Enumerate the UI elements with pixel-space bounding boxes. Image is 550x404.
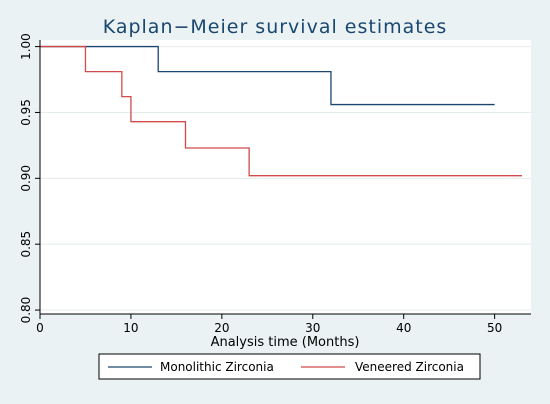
x-axis-label: Analysis time (Months) <box>211 335 360 350</box>
y-axis-ticks: 0.80 0.85 0.90 0.95 1.00 <box>19 33 40 323</box>
legend-label: Veneered Zirconia <box>355 360 464 374</box>
y-tick-label: 0.85 <box>19 231 33 258</box>
x-tick-label: 40 <box>396 321 411 335</box>
legend: Monolithic Zirconia Veneered Zirconia <box>108 360 464 374</box>
series-line-0 <box>40 45 495 106</box>
y-tick-label: 0.95 <box>19 99 33 126</box>
x-tick-label: 30 <box>305 321 320 335</box>
grid-lines <box>40 46 531 311</box>
x-axis-ticks: 0 10 20 30 40 50 <box>36 314 502 335</box>
legend-box <box>98 353 481 380</box>
legend-label: Monolithic Zirconia <box>160 360 274 374</box>
y-tick-label: 0.80 <box>19 297 33 324</box>
x-tick-label: 0 <box>36 321 44 335</box>
x-tick-label: 50 <box>487 321 502 335</box>
y-tick-label: 0.90 <box>19 165 33 192</box>
survival-curves <box>40 45 522 177</box>
x-tick-label: 20 <box>214 321 229 335</box>
y-tick-label: 1.00 <box>19 33 33 60</box>
plot-area <box>40 40 531 314</box>
series-line-1 <box>40 45 522 177</box>
x-tick-label: 10 <box>123 321 138 335</box>
chart-title: Kaplan−Meier survival estimates <box>103 16 448 38</box>
